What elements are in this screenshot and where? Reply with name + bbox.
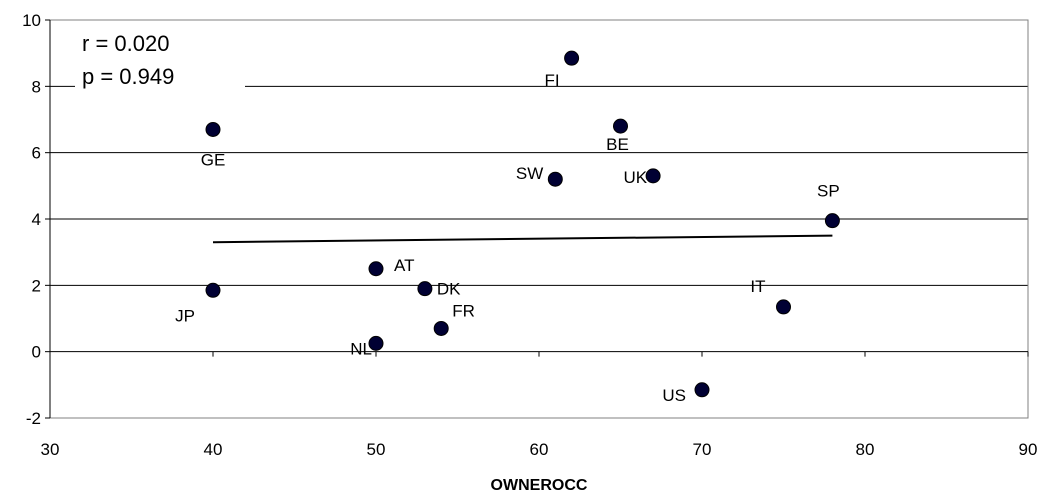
- point-label: DK: [437, 280, 461, 299]
- data-point: [824, 213, 840, 229]
- point-label: NL: [350, 339, 372, 358]
- point-label: FI: [544, 71, 559, 90]
- data-point: [368, 261, 384, 277]
- data-point: [205, 282, 221, 298]
- stat-text: p = 0.949: [82, 64, 174, 89]
- data-point: [417, 281, 433, 297]
- trendline-group: [212, 234, 833, 244]
- point-label: BE: [606, 135, 629, 154]
- point-label: SW: [516, 164, 543, 183]
- data-point: [368, 335, 384, 351]
- tick-labels: -2 0 2 4 6 8 10 30 40 50 60 70 80 90: [22, 11, 1037, 459]
- point-label: UK: [623, 168, 647, 187]
- x-tick-label: 40: [204, 440, 223, 459]
- data-points: FI GE BE SW UK SP AT DK JP IT FR NL US: [175, 50, 840, 405]
- x-tick-label: 60: [530, 440, 549, 459]
- x-tick-label: 80: [856, 440, 875, 459]
- x-axis-label: OWNEROCC: [491, 477, 588, 494]
- data-point: [205, 121, 221, 137]
- y-tick-label: -2: [26, 409, 41, 428]
- data-point: [433, 320, 449, 336]
- y-tick-label: 4: [32, 210, 41, 229]
- x-tick-label: 30: [41, 440, 60, 459]
- y-tick-label: 0: [32, 343, 41, 362]
- point-label: US: [662, 386, 686, 405]
- data-point: [613, 118, 628, 134]
- y-tick-label: 10: [22, 11, 41, 30]
- stats-background: [75, 22, 245, 92]
- data-point: [645, 168, 661, 184]
- y-tick-label: 6: [32, 144, 41, 163]
- y-tick-label: 2: [32, 276, 41, 295]
- point-label: AT: [394, 256, 414, 275]
- trendline: [212, 234, 833, 244]
- stats-annotation: r = 0.020 p = 0.949: [75, 22, 245, 92]
- point-label: JP: [175, 306, 195, 325]
- gridlines: [50, 85, 1028, 286]
- data-point: [776, 299, 791, 315]
- data-point: [564, 50, 580, 66]
- y-tick-label: 8: [32, 77, 41, 96]
- x-tick-label: 50: [367, 440, 386, 459]
- point-label: SP: [817, 182, 840, 201]
- point-label: IT: [750, 277, 765, 296]
- point-label: GE: [201, 150, 226, 169]
- point-label: FR: [452, 301, 475, 320]
- x-tick-label: 70: [693, 440, 712, 459]
- data-point: [694, 382, 710, 398]
- data-point: [547, 171, 563, 187]
- x-tick-label: 90: [1019, 440, 1038, 459]
- stat-text: r = 0.020: [82, 31, 169, 56]
